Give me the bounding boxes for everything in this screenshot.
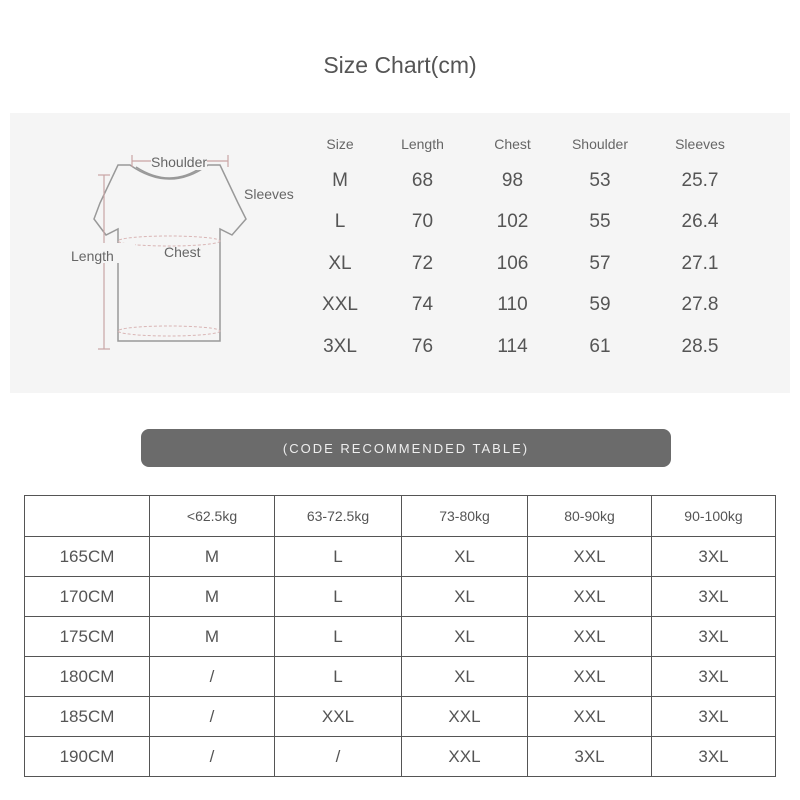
table-row: XXL 74 110 59 27.8 [305,285,755,327]
table-cell: 185CM [24,696,150,737]
table-cell: 175CM [24,616,150,657]
table-cell: XXL [401,696,528,737]
tshirt-diagram-icon [93,155,247,350]
table-cell: 3XL [651,536,776,577]
table-cell: 3XL [323,335,357,357]
table-cell: XL [328,252,352,274]
table-cell: 72 [411,252,434,274]
table-cell: 57 [589,252,611,274]
table-cell: XL [401,536,528,577]
table-cell: L [274,536,402,577]
table-cell: XL [401,576,528,617]
table-cell: / [274,736,402,777]
table-cell: XL [401,656,528,697]
table-cell: XXL [527,696,652,737]
table-cell: 110 [497,294,528,316]
table-cell: 98 [501,169,524,191]
header-cell: 80-90kg [527,495,652,537]
table-cell: L [274,576,402,617]
sleeves-label: Sleeves [244,186,294,202]
recommend-banner: (CODE RECOMMENDED TABLE) [141,429,671,467]
table-cell: / [149,736,275,777]
table-row: 3XL 76 114 61 28.5 [305,326,755,368]
table-cell: 190CM [24,736,150,777]
table-cell: 74 [411,294,434,316]
header-cell: 90-100kg [651,495,776,537]
table-cell: XXL [527,536,652,577]
table-cell: XXL [527,576,652,617]
table-cell: XXL [401,736,528,777]
table-cell: 27.8 [681,294,719,316]
table-cell: 70 [411,211,434,233]
table-cell: 3XL [651,656,776,697]
table-row: 165CM M L XL XXL 3XL [24,536,776,577]
table-cell: 170CM [24,576,150,617]
table-cell: 3XL [651,696,776,737]
table-cell: XXL [274,696,402,737]
header-cell: 73-80kg [401,495,528,537]
header-cell: Sleeves [675,136,725,152]
table-cell: 26.4 [681,211,719,233]
table-cell: 53 [589,169,611,191]
table-cell: 27.1 [681,252,719,274]
table-cell: 59 [589,294,611,316]
header-cell: 63-72.5kg [274,495,402,537]
table-cell: M [149,576,275,617]
header-cell: Chest [494,136,531,152]
chest-label: Chest [164,244,201,260]
table-cell: XXL [322,294,358,316]
table-cell: 76 [411,335,434,357]
table-row: 170CM M L XL XXL 3XL [24,576,776,617]
table-cell: M [332,169,348,191]
table-cell: M [149,536,275,577]
table-cell: 3XL [651,736,776,777]
table-cell: / [149,696,275,737]
table-row: XL 72 106 57 27.1 [305,243,755,285]
table-row: M 68 98 53 25.7 [305,160,755,202]
table-cell: 114 [497,335,528,357]
table-cell: 28.5 [681,335,719,357]
table-cell: XXL [527,616,652,657]
table-cell: 3XL [651,576,776,617]
recommend-table-header: <62.5kg 63-72.5kg 73-80kg 80-90kg 90-100… [24,495,776,537]
table-cell: L [334,211,346,233]
table-cell: L [274,656,402,697]
header-cell: <62.5kg [149,495,275,537]
size-table-header: Size Length Chest Shoulder Sleeves [305,128,755,160]
table-row: L 70 102 55 26.4 [305,202,755,244]
header-cell: Length [401,136,444,152]
table-cell: 25.7 [681,169,719,191]
table-cell: 61 [589,335,611,357]
table-cell: 102 [496,211,529,233]
table-cell: L [274,616,402,657]
table-cell: 55 [589,211,611,233]
size-panel: Shoulder Sleeves Length Chest Size Lengt… [10,113,790,393]
size-table: Size Length Chest Shoulder Sleeves M 68 98… [305,128,755,368]
table-row: 185CM / XXL XXL XXL 3XL [24,696,776,737]
header-cell: Size [326,136,354,152]
table-row: 175CM M L XL XXL 3XL [24,616,776,657]
shoulder-label: Shoulder [151,154,208,170]
table-cell: 3XL [527,736,652,777]
table-cell: 106 [496,252,529,274]
page-title: Size Chart(cm) [323,52,477,78]
table-cell: 180CM [24,656,150,697]
table-row: 190CM / / XXL 3XL 3XL [24,736,776,777]
length-label: Length [71,248,114,264]
table-cell: XL [401,616,528,657]
table-cell: XXL [527,656,652,697]
table-cell: 165CM [24,536,150,577]
header-cell: Shoulder [571,136,629,152]
table-cell: 68 [411,169,434,191]
table-cell: 3XL [651,616,776,657]
table-cell: M [149,616,275,657]
recommend-table: <62.5kg 63-72.5kg 73-80kg 80-90kg 90-100… [24,495,776,777]
table-row: 180CM / L XL XXL 3XL [24,656,776,697]
table-cell: / [149,656,275,697]
header-cell [24,495,150,537]
